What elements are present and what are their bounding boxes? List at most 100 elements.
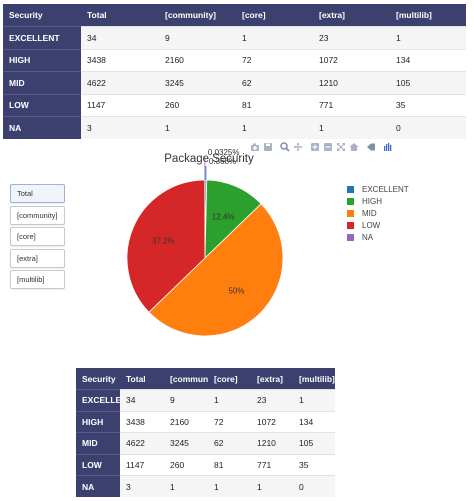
column-header: Total bbox=[120, 368, 164, 390]
filter-button[interactable]: [multilib] bbox=[10, 270, 65, 289]
table-row: MID 4622 3245 62 1210 105 bbox=[3, 71, 466, 94]
legend-swatch[interactable] bbox=[347, 186, 354, 193]
table-row: NA 3 1 1 1 0 bbox=[3, 116, 466, 139]
zoom-icon[interactable] bbox=[280, 142, 290, 152]
table-cell: 1 bbox=[251, 475, 293, 497]
table-cell: 105 bbox=[293, 432, 335, 454]
table-row: HIGH 3438 2160 72 1072 134 bbox=[76, 410, 335, 433]
table-cell: 9 bbox=[159, 26, 236, 49]
table-cell: 260 bbox=[159, 93, 236, 117]
table-cell: 4622 bbox=[120, 432, 164, 454]
table-cell: 3438 bbox=[81, 48, 159, 72]
row-label: NA bbox=[3, 116, 81, 139]
chart-legend: EXCELLENT HIGH MID LOW NA bbox=[347, 185, 409, 242]
column-header: Security bbox=[3, 4, 81, 27]
legend-label[interactable]: MID bbox=[362, 209, 377, 218]
column-header: [multilib] bbox=[293, 368, 335, 390]
pie-slices bbox=[126, 179, 284, 337]
pan-icon[interactable] bbox=[293, 142, 303, 152]
table-cell: 1147 bbox=[120, 453, 164, 476]
table-cell: 1210 bbox=[313, 71, 390, 94]
table-cell: 62 bbox=[208, 432, 251, 454]
table-cell: 1 bbox=[208, 475, 251, 497]
table-cell: 1 bbox=[293, 389, 335, 411]
table-cell: 3245 bbox=[159, 71, 236, 94]
filter-button[interactable]: [extra] bbox=[10, 248, 65, 268]
table-cell: 1 bbox=[236, 116, 313, 139]
table-cell: 771 bbox=[313, 93, 390, 117]
table-cell: 3 bbox=[81, 116, 159, 139]
table-cell: 81 bbox=[236, 93, 313, 117]
column-header: [core] bbox=[208, 368, 251, 390]
pie-slice-label: 0.368% bbox=[209, 157, 236, 166]
table-cell: 134 bbox=[390, 48, 466, 72]
legend-label[interactable]: EXCELLENT bbox=[362, 185, 409, 194]
table-row: LOW 1147 260 81 771 35 bbox=[76, 453, 335, 476]
table-cell: 1072 bbox=[251, 410, 293, 433]
filter-button[interactable]: [community] bbox=[10, 205, 65, 225]
legend-swatch[interactable] bbox=[347, 198, 354, 205]
compare-icon[interactable] bbox=[366, 142, 376, 152]
row-label: MID bbox=[76, 432, 120, 454]
security-table-top: Security Total [community] [core] [extra] [mu… bbox=[3, 4, 466, 139]
plotly-logo-icon[interactable] bbox=[383, 142, 397, 152]
legend-label[interactable]: NA bbox=[362, 233, 374, 242]
row-label: LOW bbox=[3, 93, 81, 117]
pie-slice-label: 12.4% bbox=[212, 213, 235, 222]
pie-slice-mid[interactable] bbox=[148, 203, 284, 337]
legend-swatch[interactable] bbox=[347, 222, 354, 229]
pie-slice-label: 37.2% bbox=[152, 236, 175, 245]
row-label: NA bbox=[76, 475, 120, 497]
legend-swatch[interactable] bbox=[347, 210, 354, 217]
pie-slice-high[interactable] bbox=[204, 179, 262, 259]
row-label: MID bbox=[3, 71, 81, 94]
filter-button[interactable]: [core] bbox=[10, 227, 65, 246]
column-header: Total bbox=[81, 4, 159, 27]
table-row: HIGH 3438 2160 72 1072 134 bbox=[3, 48, 466, 72]
column-header: [extra] bbox=[251, 368, 293, 390]
row-label: LOW bbox=[76, 453, 120, 476]
table-cell: 2160 bbox=[164, 410, 208, 433]
table-cell: 3245 bbox=[164, 432, 208, 454]
filter-button[interactable]: Total bbox=[10, 184, 65, 203]
legend-label[interactable]: HIGH bbox=[362, 197, 382, 206]
table-cell: 0 bbox=[293, 475, 335, 497]
legend-swatch[interactable] bbox=[347, 234, 354, 241]
autoscale-icon[interactable] bbox=[336, 142, 346, 152]
table-row: LOW 1147 260 81 771 35 bbox=[3, 93, 466, 117]
legend-label[interactable]: LOW bbox=[362, 221, 381, 230]
table-cell: 1147 bbox=[81, 93, 159, 117]
row-label: EXCELLENT bbox=[76, 389, 120, 411]
filter-buttons: Total [community] [core] [extra] [multilib] bbox=[10, 184, 65, 292]
table-cell: 23 bbox=[251, 389, 293, 411]
row-label: EXCELLENT bbox=[3, 26, 81, 49]
table-cell: 72 bbox=[236, 48, 313, 72]
zoom-in-icon[interactable] bbox=[310, 142, 320, 152]
home-icon[interactable] bbox=[349, 142, 359, 152]
table-cell: 3438 bbox=[120, 410, 164, 433]
table-cell: 1072 bbox=[313, 48, 390, 72]
column-header: [multilib] bbox=[390, 4, 466, 27]
table-cell: 1 bbox=[236, 26, 313, 49]
camera-icon[interactable] bbox=[250, 142, 260, 152]
table-cell: 35 bbox=[293, 453, 335, 476]
security-table-bottom: SecurityTotal[community][core][extra][mu… bbox=[76, 368, 335, 497]
table-cell: 2160 bbox=[159, 48, 236, 72]
table-cell: 1 bbox=[313, 116, 390, 139]
row-label: HIGH bbox=[3, 48, 81, 72]
table-cell: 1210 bbox=[251, 432, 293, 454]
save-icon[interactable] bbox=[263, 142, 273, 152]
table-cell: 9 bbox=[164, 389, 208, 411]
table-cell: 4622 bbox=[81, 71, 159, 94]
pie-slice-label: 50% bbox=[228, 287, 244, 296]
table-cell: 771 bbox=[251, 453, 293, 476]
table-cell: 1 bbox=[208, 389, 251, 411]
table-cell: 260 bbox=[164, 453, 208, 476]
zoom-out-icon[interactable] bbox=[323, 142, 333, 152]
table-cell: 34 bbox=[81, 26, 159, 49]
column-header: [core] bbox=[236, 4, 313, 27]
pie-slice-low[interactable] bbox=[126, 179, 206, 313]
